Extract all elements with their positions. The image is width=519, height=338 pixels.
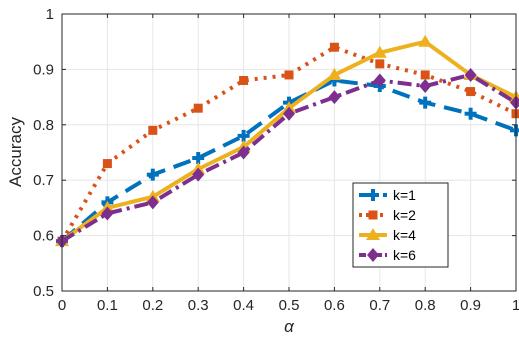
- legend-marker-k=2: [368, 210, 378, 220]
- data-point-k=4: [372, 45, 387, 58]
- x-tick-label: 0: [58, 297, 66, 314]
- y-tick-label: 0.5: [33, 283, 54, 300]
- legend: k=1 k=2 k=4 k=6: [352, 182, 449, 268]
- data-point-k=2: [239, 75, 249, 85]
- legend-entry: k=2: [359, 207, 416, 223]
- legend-label: k=2: [393, 207, 416, 223]
- data-point-k=2: [284, 70, 294, 80]
- x-tick-label: 0.8: [415, 297, 436, 314]
- data-point-k=4: [327, 67, 342, 80]
- data-point-k=6: [192, 167, 205, 182]
- data-point-k=2: [420, 70, 430, 80]
- x-tick-label: 0.6: [324, 297, 345, 314]
- data-point-k=1: [237, 129, 250, 142]
- legend-entry: k=6: [359, 247, 416, 263]
- series-line-k=2: [60, 45, 517, 243]
- data-point-k=1: [419, 96, 432, 109]
- data-point-k=2: [329, 42, 339, 52]
- legend-entry: k=4: [359, 227, 416, 243]
- data-point-k=2: [148, 125, 158, 135]
- data-point-k=1: [464, 107, 477, 120]
- y-tick-label: 0.7: [33, 172, 54, 189]
- x-tick-label: 1: [512, 297, 519, 314]
- x-tick-label: 0.9: [460, 297, 481, 314]
- legend-label: k=6: [393, 247, 416, 263]
- data-point-k=6: [419, 79, 432, 94]
- x-tick-label: 0.4: [233, 297, 254, 314]
- data-point-k=6: [464, 67, 477, 82]
- x-tick-label: 0.3: [188, 297, 209, 314]
- data-point-k=6: [510, 95, 519, 110]
- data-point-k=4: [418, 34, 433, 47]
- data-point-k=6: [101, 206, 114, 221]
- y-tick-label: 0.8: [33, 117, 54, 134]
- series-line-k=1: [60, 78, 517, 243]
- x-tick-label: 0.1: [97, 297, 118, 314]
- data-point-k=2: [102, 159, 112, 169]
- data-point-k=2: [466, 87, 476, 97]
- data-point-k=2: [193, 103, 203, 113]
- data-point-k=1: [192, 152, 205, 165]
- y-tick-label: 0.9: [33, 61, 54, 78]
- x-tick-label: 0.7: [369, 297, 390, 314]
- data-point-k=2: [375, 59, 385, 69]
- data-point-k=1: [146, 168, 159, 181]
- y-tick-label: 1: [46, 6, 54, 23]
- data-point-k=6: [146, 195, 159, 210]
- legend-marker-k=4: [366, 228, 380, 240]
- data-point-k=6: [237, 145, 250, 160]
- series-k=6: [56, 67, 519, 249]
- x-axis-label: α: [284, 317, 295, 336]
- y-tick-label: 0.6: [33, 228, 54, 245]
- data-point-k=6: [373, 73, 386, 88]
- y-axis-label: Accuracy: [6, 117, 25, 187]
- data-point-k=2: [511, 109, 519, 119]
- legend-marker-k=1: [367, 189, 379, 201]
- data-point-k=6: [283, 106, 295, 121]
- x-tick-label: 0.2: [142, 297, 163, 314]
- legend-label: k=1: [393, 187, 416, 203]
- legend-entry: k=1: [359, 187, 416, 203]
- legend-label: k=4: [393, 227, 416, 243]
- x-tick-label: 0.5: [279, 297, 300, 314]
- axis-ticks: 0 0.1 0.2 0.3 0.4 0.5 0.6 0.7 0.8 0.9 1 0.5 0.6 0.7 0.…: [33, 6, 519, 314]
- legend-marker-k=6: [367, 248, 379, 262]
- data-point-k=6: [328, 90, 341, 105]
